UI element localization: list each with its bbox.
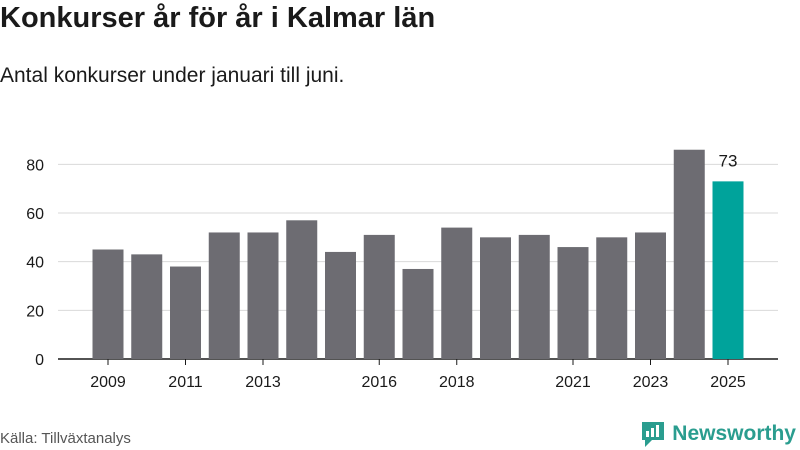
chart-title: Konkurser år för år i Kalmar län xyxy=(0,2,436,34)
source-note: Källa: Tillväxtanalys xyxy=(0,430,131,447)
bar-2016 xyxy=(363,234,395,359)
y-tick-label: 80 xyxy=(26,157,44,174)
bar-2020 xyxy=(518,234,550,359)
x-tick-label: 2025 xyxy=(710,374,746,391)
bar-2011 xyxy=(170,266,201,359)
bar-2017 xyxy=(402,268,434,359)
bar-2019 xyxy=(480,237,511,359)
data-label-2025: 73 xyxy=(719,151,738,170)
brand-logo: Newsworthy xyxy=(640,420,796,448)
bar-2010 xyxy=(131,254,163,359)
brand-name: Newsworthy xyxy=(672,422,796,445)
bar-2024 xyxy=(673,149,705,359)
x-tick-label: 2016 xyxy=(361,374,397,391)
x-tick-label: 2021 xyxy=(555,374,591,391)
chart-subtitle: Antal konkurser under januari till juni. xyxy=(0,64,345,87)
bar-2021 xyxy=(557,247,589,359)
bar-2009 xyxy=(92,249,124,359)
y-tick-label: 60 xyxy=(26,206,44,223)
bar-2013 xyxy=(247,232,279,359)
y-tick-label: 40 xyxy=(26,255,44,272)
bar-2025 xyxy=(712,181,744,359)
x-axis-ticks: 2009 2011 2013 2016 2018 2021 2023 2025 xyxy=(90,359,746,391)
x-tick-label: 2018 xyxy=(439,374,475,391)
bar-2012 xyxy=(208,232,240,359)
y-tick-label: 0 xyxy=(35,352,44,369)
bar-2018 xyxy=(441,227,473,359)
data-labels: 73 xyxy=(719,151,738,170)
x-tick-label: 2023 xyxy=(633,374,669,391)
y-tick-label: 20 xyxy=(26,303,44,320)
bar-2023 xyxy=(635,232,666,359)
newsworthy-logo-icon xyxy=(642,422,665,447)
x-tick-label: 2011 xyxy=(168,374,203,391)
bars xyxy=(92,149,744,359)
bar-2015 xyxy=(325,251,356,359)
y-axis-ticks: 0 20 40 60 80 xyxy=(26,157,44,369)
bar-2014 xyxy=(286,220,318,359)
x-tick-label: 2013 xyxy=(245,374,281,391)
x-tick-label: 2009 xyxy=(90,374,126,391)
bar-2022 xyxy=(596,237,628,359)
